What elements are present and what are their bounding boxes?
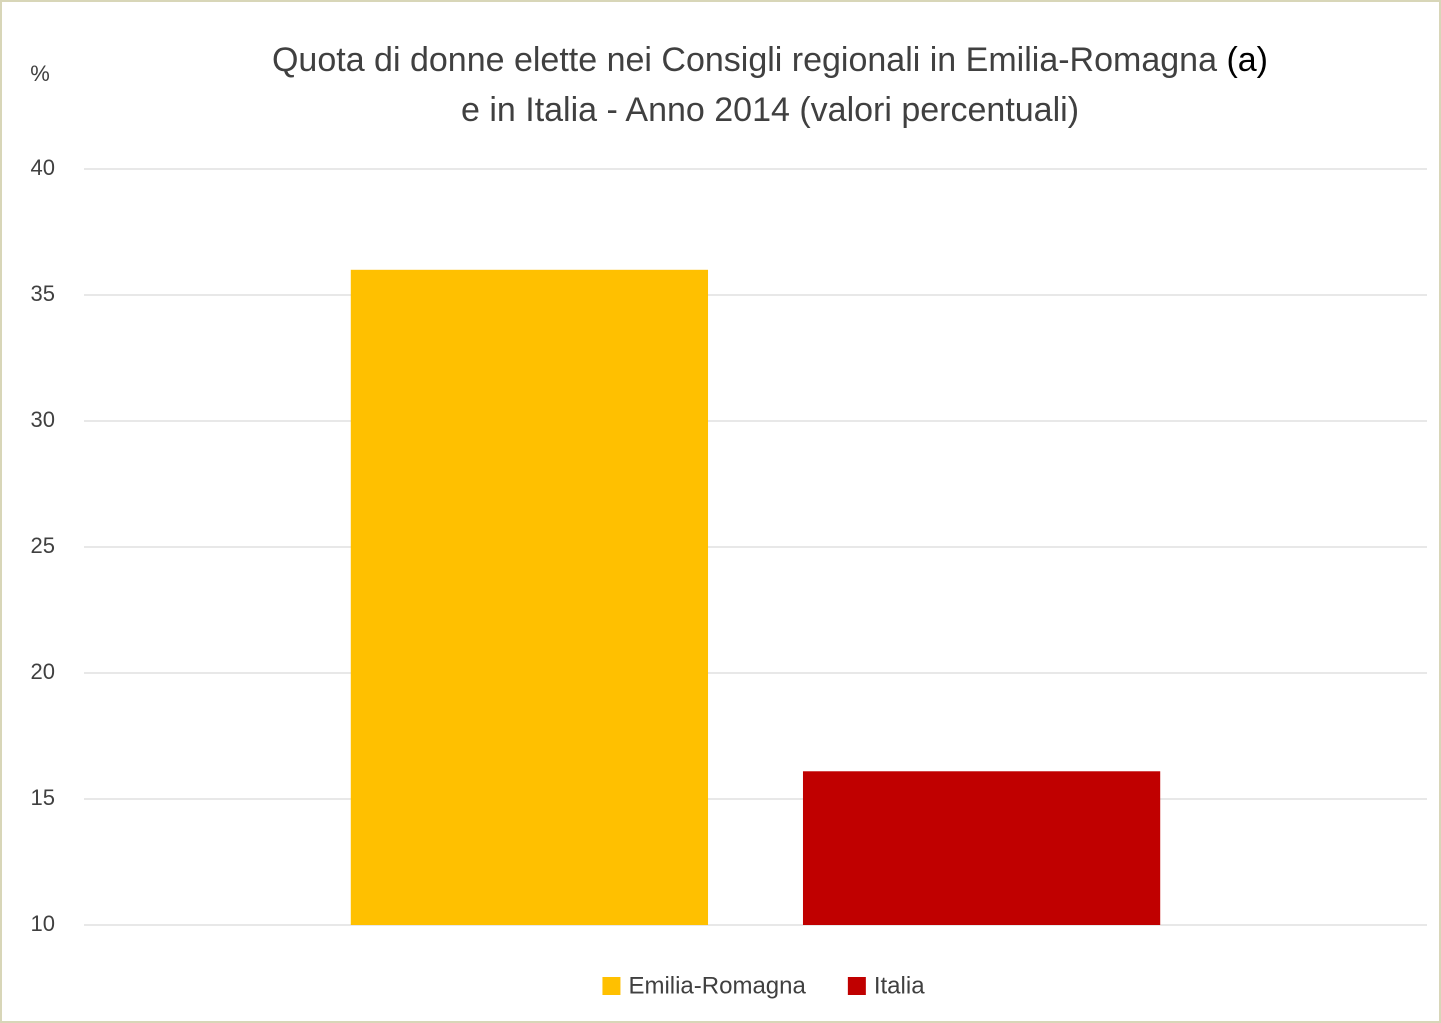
- bar: [802, 771, 1161, 925]
- legend-label: Emilia-Romagna: [628, 972, 806, 999]
- chart-title: e in Italia - Anno 2014 (valori percentu…: [461, 91, 1079, 129]
- legend-swatch: [847, 977, 866, 995]
- y-tick-label: 20: [31, 659, 55, 684]
- legend-label: Italia: [874, 972, 925, 999]
- bar: [350, 269, 709, 925]
- y-tick-label: 30: [31, 407, 55, 432]
- title-line: Quota di donne elette nei Consigli regio…: [272, 41, 1217, 79]
- title-note: (a): [1226, 41, 1268, 79]
- y-axis-label: %: [30, 61, 50, 86]
- y-tick-label: 35: [31, 281, 55, 306]
- chart-title: Quota di donne elette nei Consigli regio…: [272, 41, 1268, 79]
- y-tick-label: 25: [31, 533, 55, 558]
- y-tick-label: 10: [31, 911, 55, 936]
- y-tick-label: 40: [31, 155, 55, 180]
- legend-swatch: [602, 977, 621, 995]
- y-tick-label: 15: [31, 785, 55, 810]
